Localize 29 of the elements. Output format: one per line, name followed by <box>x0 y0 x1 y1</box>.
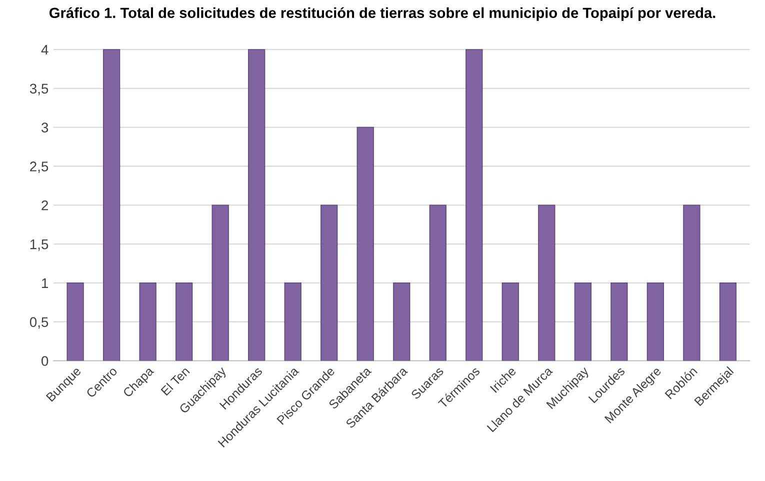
bar <box>683 204 700 361</box>
bar <box>176 282 193 361</box>
y-tick-label: 2 <box>42 200 48 210</box>
y-tick-label: 4 <box>41 44 48 55</box>
y-tick-label: 2,5 <box>30 162 48 174</box>
bar <box>356 126 374 361</box>
y-tick-label: 1 <box>42 278 48 288</box>
bar <box>610 282 628 361</box>
y-tick-label: 3 <box>41 122 48 132</box>
bar <box>574 282 592 361</box>
bar <box>429 204 446 361</box>
bar <box>284 282 302 361</box>
bar <box>66 282 84 361</box>
bar <box>646 282 664 361</box>
bar <box>719 282 737 361</box>
bar <box>102 49 120 361</box>
y-tick-label: 1,5 <box>30 240 48 251</box>
bar <box>466 49 483 361</box>
bar <box>502 282 519 361</box>
bar <box>212 204 229 361</box>
y-tick-label: 3,5 <box>30 84 48 96</box>
y-tick-label: 0,5 <box>30 317 48 329</box>
bar <box>139 282 156 361</box>
bar <box>320 204 338 361</box>
bar <box>538 204 556 361</box>
y-tick-label: 0 <box>42 356 48 366</box>
bar <box>393 282 410 361</box>
chart-title: Gráfico 1. Total de solicitudes de restitución de tierras sobre el municipio de Topaipí por vereda. <box>50 7 716 21</box>
bar <box>248 49 266 361</box>
